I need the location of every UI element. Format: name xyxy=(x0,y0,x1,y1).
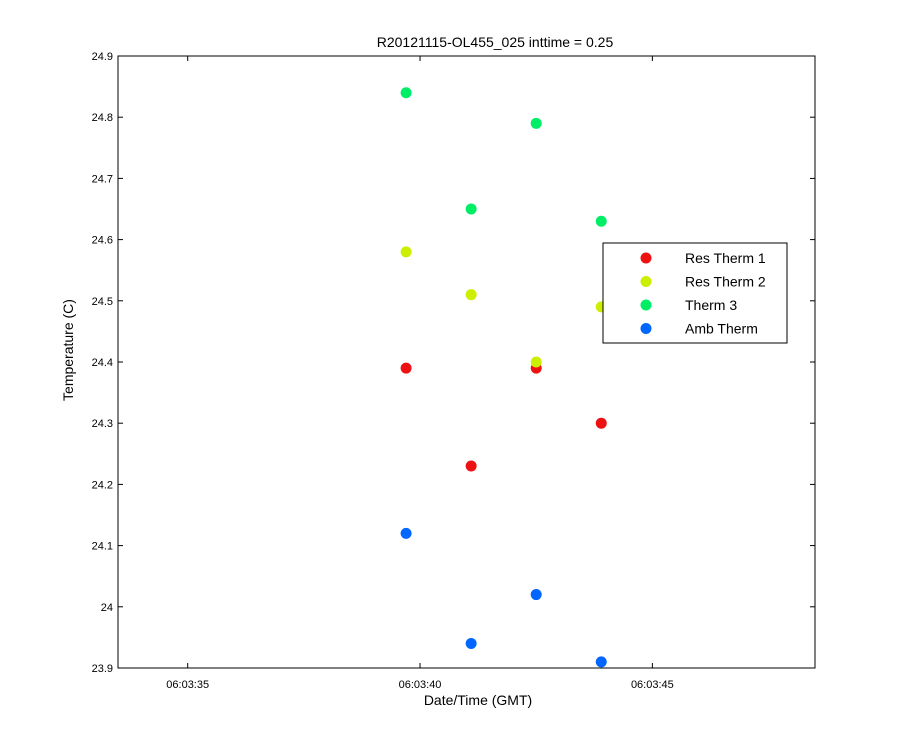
data-point xyxy=(400,362,412,374)
data-point xyxy=(465,289,477,301)
legend-label: Res Therm 2 xyxy=(685,274,766,290)
legend-label: Res Therm 1 xyxy=(685,250,766,266)
legend: Res Therm 1 Res Therm 2 Therm 3 Amb Therm xyxy=(602,242,788,344)
data-points xyxy=(400,87,607,668)
x-axis: 06:03:35 06:03:40 06:03:45 xyxy=(166,56,674,691)
y-tick-label: 24.1 xyxy=(92,541,113,553)
x-tick-label: 06:03:40 xyxy=(399,679,442,691)
data-point xyxy=(530,356,542,368)
data-point xyxy=(595,215,607,227)
data-point xyxy=(465,203,477,215)
legend-marker xyxy=(640,323,652,334)
y-tick-label: 24.5 xyxy=(92,296,113,308)
y-tick-label: 24 xyxy=(101,602,113,614)
x-tick-label: 06:03:45 xyxy=(631,679,674,691)
data-point xyxy=(465,460,477,472)
x-axis-label: Date/Time (GMT) xyxy=(424,692,532,708)
y-tick-label: 24.3 xyxy=(92,418,113,430)
data-point xyxy=(400,246,412,258)
y-tick-label: 24.8 xyxy=(92,112,113,124)
legend-label: Amb Therm xyxy=(685,321,758,337)
y-tick-label: 23.9 xyxy=(92,663,113,675)
y-tick-label: 24.9 xyxy=(92,51,113,63)
data-point xyxy=(400,87,412,99)
data-point xyxy=(530,117,542,129)
x-tick-label: 06:03:35 xyxy=(166,679,209,691)
data-point xyxy=(465,638,477,650)
y-axis-label: Temperature (C) xyxy=(60,299,76,401)
y-axis: 23.9 24 24.1 24.2 24.3 24.4 24.5 24.6 24.7 24.8 24… xyxy=(92,51,815,675)
legend-label: Therm 3 xyxy=(685,297,737,313)
data-point xyxy=(595,656,607,668)
legend-box xyxy=(602,242,788,344)
data-point xyxy=(400,527,412,539)
chart-title: R20121115-OL455_025 inttime = 0.25 xyxy=(377,34,614,50)
legend-marker xyxy=(640,252,652,264)
y-tick-label: 24.7 xyxy=(92,173,113,185)
plot-area xyxy=(117,55,816,669)
legend-marker xyxy=(640,299,652,311)
y-tick-label: 24.6 xyxy=(92,235,113,247)
data-point xyxy=(530,589,542,601)
y-tick-label: 24.2 xyxy=(92,479,113,491)
legend-marker xyxy=(640,276,652,287)
y-tick-label: 24.4 xyxy=(92,357,113,369)
data-point xyxy=(595,417,607,429)
